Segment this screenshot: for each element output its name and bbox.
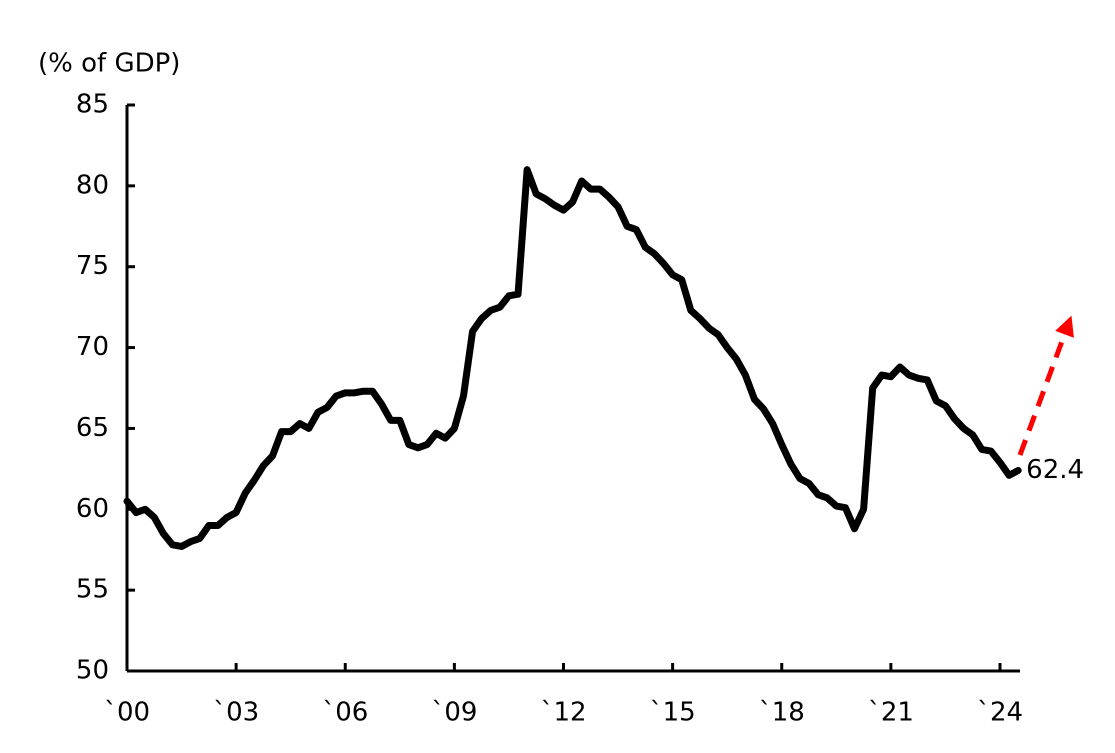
x-tick-label: `09: [431, 698, 477, 728]
y-tick-label: 70: [76, 332, 109, 362]
x-tick-label: `00: [104, 698, 150, 728]
y-tick-label: 80: [76, 170, 109, 200]
y-tick-label: 60: [76, 494, 109, 524]
x-tick-label: `18: [759, 698, 805, 728]
data-line: [123, 166, 1022, 550]
y-tick-label: 50: [76, 656, 109, 686]
y-axis-label: (% of GDP): [38, 49, 180, 79]
y-tick-label: 65: [76, 413, 109, 443]
y-tick-label: 85: [76, 90, 109, 120]
x-tick-label: `06: [322, 698, 368, 728]
trend-arrow: [1017, 315, 1074, 456]
x-tick-label: `03: [213, 698, 259, 728]
x-tick-label: `12: [540, 698, 586, 728]
x-tick-label: `21: [868, 698, 914, 728]
y-tick-label: 75: [76, 251, 109, 281]
end-annotation: 62.4: [1026, 455, 1084, 485]
x-tick-label: `15: [650, 698, 696, 728]
x-tick-label: `24: [977, 698, 1023, 728]
y-tick-label: 55: [76, 575, 109, 605]
